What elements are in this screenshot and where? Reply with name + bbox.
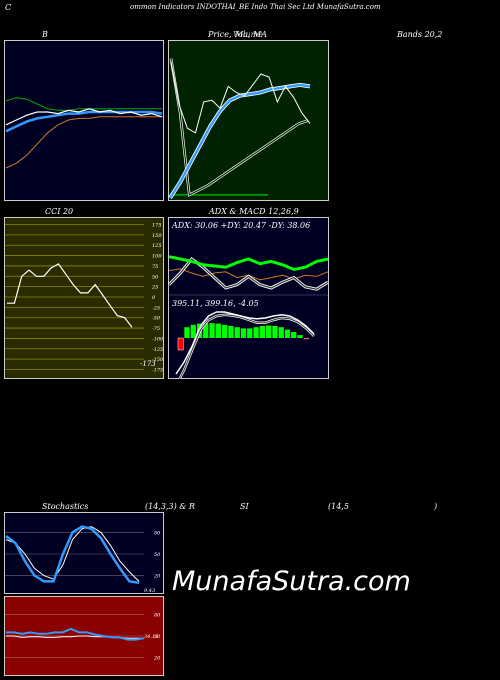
adx-macd-chart: ADX: 30.06 +DY: 20.47 -DY: 38.06 395.11,… (168, 217, 329, 379)
rsi-tick: 20 (153, 656, 161, 662)
cci-tick: 100 (152, 254, 162, 260)
macd-histogram-bar (222, 324, 228, 338)
macd-histogram-bar (297, 335, 303, 338)
stochastics-frame (4, 512, 164, 594)
macd-histogram-bar (190, 324, 196, 338)
stoch-last-label: 9.43 (144, 588, 155, 594)
macd-histogram-bar (234, 327, 240, 338)
cci-tick: 175 (152, 223, 162, 229)
stoch-tick: 20 (153, 574, 161, 580)
header-c: C (5, 3, 12, 12)
macd-histogram-bar (291, 332, 297, 338)
cci-tick: 50 (152, 274, 159, 280)
stoch-tick: 80 (154, 530, 161, 536)
price-ma-long-inner (170, 58, 309, 196)
rsi-tick: 80 (154, 612, 161, 618)
stoch-label-3: SI (240, 502, 249, 511)
stoch-d-line (5, 526, 140, 582)
cci-tick: -75 (152, 326, 160, 332)
boll-upper-band (5, 97, 162, 111)
cci-last-label: -173 (140, 360, 156, 368)
stoch-label-1: Stochastics (42, 502, 89, 511)
adx-macd-frame (168, 217, 329, 379)
macd-histogram-bar (259, 326, 265, 338)
boll-middle-band (5, 110, 163, 133)
macd-histogram-bar (303, 338, 309, 340)
macd-histogram-bar (247, 328, 253, 338)
cci-tick: 25 (151, 285, 158, 291)
cci-tick: 0 (152, 295, 156, 301)
price-close-line (170, 61, 311, 134)
macd-histogram-bar (177, 337, 184, 351)
price-ma-frame (168, 40, 329, 201)
stoch-label-4: (14,5 (328, 502, 349, 511)
stoch-tick: 50 (154, 552, 161, 558)
adx-title: ADX: 30.06 +DY: 20.47 -DY: 38.06 (171, 221, 310, 230)
macd-histogram-bar (215, 323, 221, 338)
cci-tick: -150 (152, 357, 164, 363)
adx-line (168, 255, 329, 272)
rsi-tick: 50 (154, 634, 161, 640)
cci-tick: -50 (152, 316, 161, 322)
price-ma-label: Price, (208, 30, 232, 39)
macd-histogram-bar (228, 326, 234, 338)
rsi-last-label: 34.19 (144, 634, 159, 640)
bollinger-chart (4, 40, 164, 201)
rsi-chart: 80 50 20 34.19 (4, 596, 164, 676)
stoch-label-2: (14,3,3) & R (145, 502, 195, 511)
macd-title: 395.11, 399.16, -4.05 (172, 299, 259, 308)
macd-histogram-bar (240, 328, 247, 338)
price-ma-short (168, 83, 311, 199)
cci-line (7, 263, 133, 328)
stochastics-chart: 80 50 20 9.43 (4, 512, 164, 594)
stoch-k-line (5, 525, 140, 585)
cci-chart: 175 150 125 100 75 50 25 0 -25 -50 -75 -100 -125 -150… (4, 217, 164, 379)
macd-histogram-bar (209, 323, 215, 338)
cci-tick: -175 (152, 368, 163, 374)
macd-histogram-bar (253, 327, 259, 338)
cci-tick: 75 (152, 264, 158, 270)
boll-lower-band (5, 116, 162, 169)
bands-label: Bands 20,2 (397, 30, 443, 39)
cci-tick: 125 (152, 243, 162, 249)
boll-price-line (5, 108, 163, 126)
cci-tick: -25 (152, 305, 160, 311)
adx-macd-label: ADX & MACD 12,26,9 (209, 207, 299, 216)
cci-tick: 150 (152, 233, 162, 239)
header-title: ommon Indicators INDOTHAI_BE Indo Thai S… (130, 3, 381, 11)
macd-histogram-bar (203, 323, 209, 338)
macd-histogram-bar (266, 325, 272, 338)
macd-signal (178, 314, 315, 379)
macd-histogram-bar (278, 327, 284, 338)
macd-histogram-bar (184, 327, 190, 338)
cci-label: CCI 20 (45, 207, 74, 216)
watermark: MunafaSutra.com (172, 566, 411, 597)
cci-tick: -100 (152, 336, 164, 342)
stoch-label-5: ) (434, 502, 438, 511)
price-ma-label-2: Ma, MA (235, 30, 268, 39)
price-ma-overlap-label: Volume (233, 30, 263, 39)
rsi-blue-line (6, 627, 145, 641)
macd-histogram-bar (284, 329, 291, 338)
bollinger-label: B (42, 30, 48, 39)
cci-tick: -125 (152, 347, 163, 353)
cci-frame (4, 217, 164, 379)
macd-histogram-bar (272, 326, 278, 338)
macd-line (175, 311, 315, 375)
price-ma-chart (168, 40, 329, 201)
